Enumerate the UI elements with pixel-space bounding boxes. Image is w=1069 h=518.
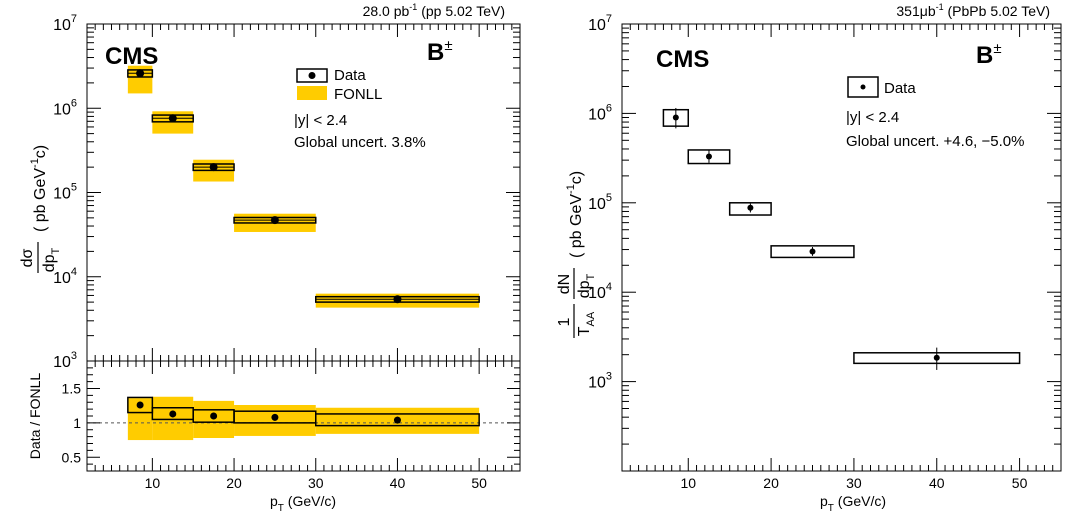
right-syst-box — [687, 149, 731, 165]
right-data-point — [933, 354, 940, 361]
ylabel-units: ( pb GeV-1c) — [565, 171, 585, 258]
right-data-point — [809, 248, 816, 255]
left-xlabel: pT (GeV/c) — [270, 493, 336, 514]
left-ratio-panel: 0.5 1 1.5 10 20 30 40 50 Data / FONLL pT (GeV/… — [27, 360, 521, 514]
legend-fonll-swatch — [297, 86, 327, 100]
left-main-panel: 103 104 105 106 107 CMS B± Data FONLL |y| < … — [19, 13, 521, 371]
right-syst-box — [728, 202, 772, 216]
ylabel-denominator: dpT — [576, 273, 597, 298]
left-lumi-label: 28.0 pb-1 (pp 5.02 TeV) — [363, 2, 505, 19]
x-tick-label: 50 — [1012, 475, 1028, 491]
legend-data-label: Data — [334, 67, 366, 84]
ylabel-pre-denominator: TAA — [576, 311, 597, 336]
x-tick-label: 40 — [929, 475, 945, 491]
x-tick-label: 20 — [226, 475, 242, 491]
right-lumi-label: 351μb-1 (PbPb 5.02 TeV) — [896, 2, 1050, 19]
data-point — [270, 216, 279, 225]
right-xlabel: pT (GeV/c) — [820, 493, 886, 514]
right-rapidity-annotation: |y| < 2.4 — [846, 109, 899, 126]
right-syst-box — [662, 108, 690, 127]
ratio-y-tick-label: 1 — [73, 415, 81, 431]
left-particle-label: B± — [427, 37, 453, 66]
right-panel: 351μb-1 (PbPb 5.02 TeV) 103104105106107 … — [556, 2, 1062, 514]
right-legend-data-marker — [847, 76, 879, 98]
ratio-fonll-band — [152, 396, 194, 441]
left-legend: Data FONLL — [296, 67, 382, 103]
right-legend-data-label: Data — [884, 80, 916, 97]
right-legend: Data — [847, 76, 916, 98]
right-data-point — [705, 153, 712, 160]
ylabel-denominator: dpT — [41, 247, 62, 272]
ratio-syst-box — [315, 413, 480, 427]
left-rapidity-annotation: |y| < 2.4 — [294, 112, 347, 129]
y-tick-label: 106 — [53, 97, 77, 118]
ratio-y-tick-label: 0.5 — [62, 449, 82, 465]
ratio-y-tick-label: 1.5 — [62, 381, 82, 397]
legend-data-dot — [308, 72, 316, 79]
x-tick-label: 30 — [308, 475, 324, 491]
x-tick-label: 50 — [471, 475, 487, 491]
y-tick-label: 103 — [53, 350, 77, 371]
ylabel-numerator: dN — [556, 274, 573, 294]
right-legend-data-dot — [860, 84, 866, 90]
left-cms-label: CMS — [105, 43, 158, 70]
y-tick-label: 103 — [588, 371, 612, 392]
legend-data-marker — [296, 68, 328, 83]
right-data-point — [747, 204, 754, 211]
x-tick-label: 10 — [145, 475, 161, 491]
ratio-syst-box — [127, 396, 154, 414]
y-tick-label: 104 — [53, 266, 77, 287]
ylabel-pre-numerator: 1 — [556, 317, 573, 326]
data-point — [168, 114, 177, 123]
left-global-uncert-annotation: Global uncert. 3.8% — [294, 134, 426, 151]
right-frame — [621, 23, 1062, 472]
x-tick-label: 40 — [390, 475, 406, 491]
y-tick-label: 105 — [588, 192, 612, 213]
x-tick-label: 30 — [846, 475, 862, 491]
data-point — [393, 295, 402, 304]
ylabel-numerator: dσ — [19, 248, 36, 267]
ratio-point — [393, 416, 401, 424]
right-global-uncert-annotation: Global uncert. +4.6, −5.0% — [846, 133, 1024, 150]
right-ylabel: 1 TAA dN dpT ( pb GeV-1c) — [556, 171, 597, 338]
right-syst-box — [853, 352, 1021, 365]
y-tick-label: 104 — [588, 281, 612, 302]
legend-fonll-label: FONLL — [334, 86, 382, 103]
right-cms-label: CMS — [656, 46, 709, 73]
y-tick-label: 105 — [53, 182, 77, 203]
data-point — [209, 163, 218, 172]
ratio-point — [271, 413, 279, 421]
y-tick-label: 106 — [588, 102, 612, 123]
left-ratio-ylabel: Data / FONLL — [27, 373, 43, 460]
ratio-point — [136, 401, 144, 409]
x-tick-label: 20 — [763, 475, 779, 491]
data-point — [136, 69, 145, 78]
right-syst-box — [770, 245, 855, 259]
ratio-point — [169, 410, 177, 418]
left-main-ylabel: dσ dpT ( pb GeV-1c) — [19, 145, 62, 273]
x-tick-label: 10 — [680, 475, 696, 491]
right-particle-label: B± — [976, 40, 1002, 69]
ratio-point — [210, 412, 218, 420]
ylabel-units: ( pb GeV-1c) — [29, 145, 49, 232]
right-data-point — [672, 114, 679, 121]
y-tick-label: 107 — [53, 13, 77, 34]
y-tick-label: 107 — [588, 13, 612, 34]
